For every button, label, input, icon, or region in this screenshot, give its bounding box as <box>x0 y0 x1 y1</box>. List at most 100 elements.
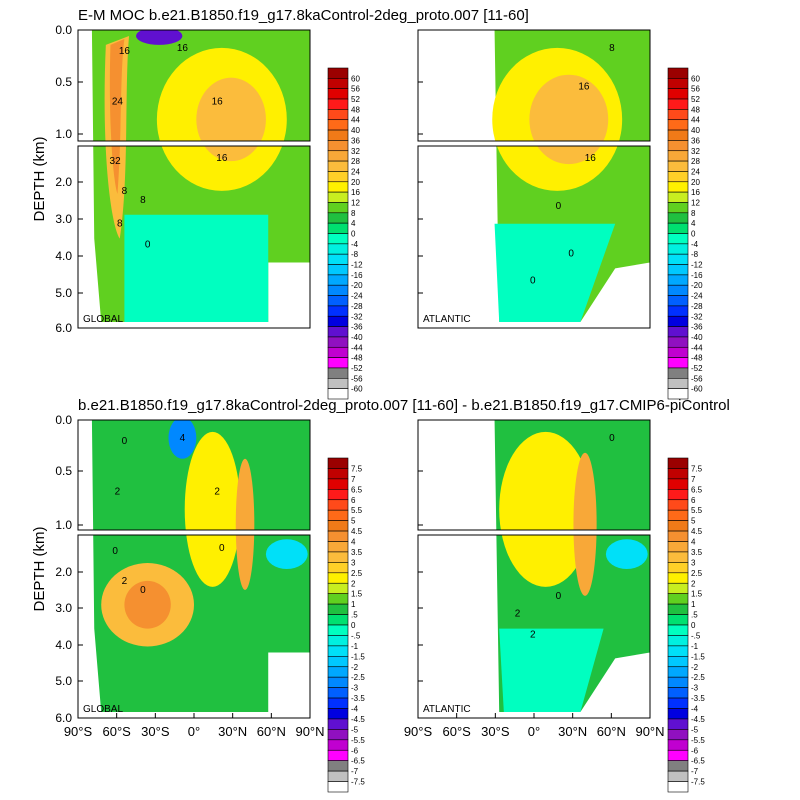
contour-label: 16 <box>578 82 590 93</box>
colorbar-label: 28 <box>691 157 700 166</box>
colorbar-swatch <box>327 781 349 793</box>
colorbar-label: .5 <box>691 611 698 620</box>
colorbar-label: -7.5 <box>691 778 705 787</box>
colorbar-label: -6 <box>691 746 699 755</box>
colorbar-swatch <box>327 541 349 553</box>
x-tick-label: 60°S <box>102 724 131 739</box>
colorbar-swatch <box>327 191 349 203</box>
colorbar-swatch <box>327 78 349 89</box>
colorbar-label: 40 <box>691 126 700 135</box>
colorbar-swatch <box>667 274 689 286</box>
x-tick-label: 90°N <box>635 724 664 739</box>
colorbar-swatch <box>327 530 349 542</box>
y-tick-label: 0.5 <box>55 464 72 478</box>
colorbar-swatch <box>667 346 689 358</box>
abyssal-anomaly <box>499 628 604 713</box>
colorbar-swatch <box>327 202 349 214</box>
colorbar-label: 3.5 <box>691 548 703 557</box>
colorbar-swatch <box>327 603 349 615</box>
colorbar-label: -40 <box>351 333 363 342</box>
colorbar-swatch <box>667 541 689 553</box>
colorbar-swatch <box>327 687 349 699</box>
colorbar-label: -8 <box>691 250 699 259</box>
colorbar-swatch <box>327 140 349 152</box>
colorbar-swatch <box>327 645 349 657</box>
colorbar-swatch <box>327 468 349 480</box>
colorbar-label: 48 <box>351 105 360 114</box>
colorbar-label: -2 <box>351 663 359 672</box>
colorbar-swatch <box>327 305 349 317</box>
colorbar-label: -7.5 <box>351 778 365 787</box>
contour-label: 16 <box>119 46 131 57</box>
colorbar-swatch <box>327 551 349 563</box>
colorbar-label: 20 <box>691 178 700 187</box>
colorbar-label: 52 <box>351 95 360 104</box>
colorbar-swatch <box>667 645 689 657</box>
colorbar-label: -5 <box>691 725 699 734</box>
contour-label: 0 <box>530 275 536 286</box>
colorbar-swatch <box>327 346 349 358</box>
contour-label: 0 <box>122 436 128 447</box>
colorbar-swatch <box>327 367 349 379</box>
colorbar-label: -.5 <box>691 631 701 640</box>
colorbar-label: 0 <box>351 230 356 239</box>
colorbar-label: -52 <box>351 364 363 373</box>
colorbar-label: -1.5 <box>351 652 365 661</box>
colorbar-label: 5.5 <box>691 506 703 515</box>
colorbar-swatch <box>327 274 349 286</box>
colorbar-label: -3.5 <box>691 694 705 703</box>
colorbar-label: -6.5 <box>691 757 705 766</box>
x-tick-label: 30°S <box>141 724 170 739</box>
colorbar-label: 7.5 <box>351 464 363 473</box>
y-tick-label: 4.0 <box>55 249 72 263</box>
colorbar-swatch <box>327 119 349 131</box>
colorbar-label: 1 <box>351 600 356 609</box>
colorbar-swatch <box>667 388 689 400</box>
colorbar-label: -12 <box>351 261 363 270</box>
colorbar-swatch <box>667 98 689 110</box>
colorbar-swatch <box>327 457 349 469</box>
tropical-cell <box>136 30 183 45</box>
x-tick-label: 90°S <box>64 724 93 739</box>
colorbar-label: -2.5 <box>351 673 365 682</box>
colorbar-label: 44 <box>691 116 700 125</box>
colorbar-label: -3 <box>691 684 699 693</box>
x-tick-label: 90°N <box>295 724 324 739</box>
colorbar-label: 2.5 <box>691 569 703 578</box>
colorbar-label: -4 <box>691 705 699 714</box>
lower-frame <box>417 145 651 329</box>
colorbar-swatch <box>327 67 349 79</box>
colorbar-swatch <box>667 739 689 751</box>
colorbar-swatch <box>667 760 689 772</box>
colorbar-swatch <box>667 593 689 605</box>
colorbar-swatch <box>327 582 349 594</box>
upper-frame <box>417 419 651 531</box>
colorbar-label: 16 <box>351 188 360 197</box>
lower-frame <box>77 145 311 329</box>
colorbar-swatch <box>667 551 689 563</box>
contour-label: 2 <box>530 630 536 641</box>
colorbar-swatch <box>667 582 689 594</box>
colorbar-label: -60 <box>691 385 703 394</box>
colorbar-swatch <box>327 676 349 688</box>
y-tick-label: 3.0 <box>55 212 72 226</box>
contour-label: 0 <box>145 240 151 251</box>
colorbar-label: -2 <box>691 663 699 672</box>
colorbar-swatch <box>667 171 689 183</box>
contour-label: 16 <box>216 153 228 164</box>
colorbar-label: -60 <box>351 385 363 394</box>
colorbar-swatch <box>667 676 689 688</box>
colorbar-swatch <box>667 656 689 668</box>
colorbar-label: -24 <box>691 292 703 301</box>
colorbar-label: -36 <box>691 323 703 332</box>
colorbar-label: 4.5 <box>691 527 703 536</box>
colorbar-swatch <box>667 635 689 647</box>
y-tick-label: 0.5 <box>55 75 72 89</box>
deep-anomaly-core <box>124 580 171 629</box>
colorbar-label: 36 <box>691 136 700 145</box>
colorbar-label: 24 <box>691 167 700 176</box>
colorbar <box>327 67 349 400</box>
x-tick-label: 30°S <box>481 724 510 739</box>
colorbar-label: 5 <box>351 517 356 526</box>
colorbar-label: -48 <box>691 354 703 363</box>
